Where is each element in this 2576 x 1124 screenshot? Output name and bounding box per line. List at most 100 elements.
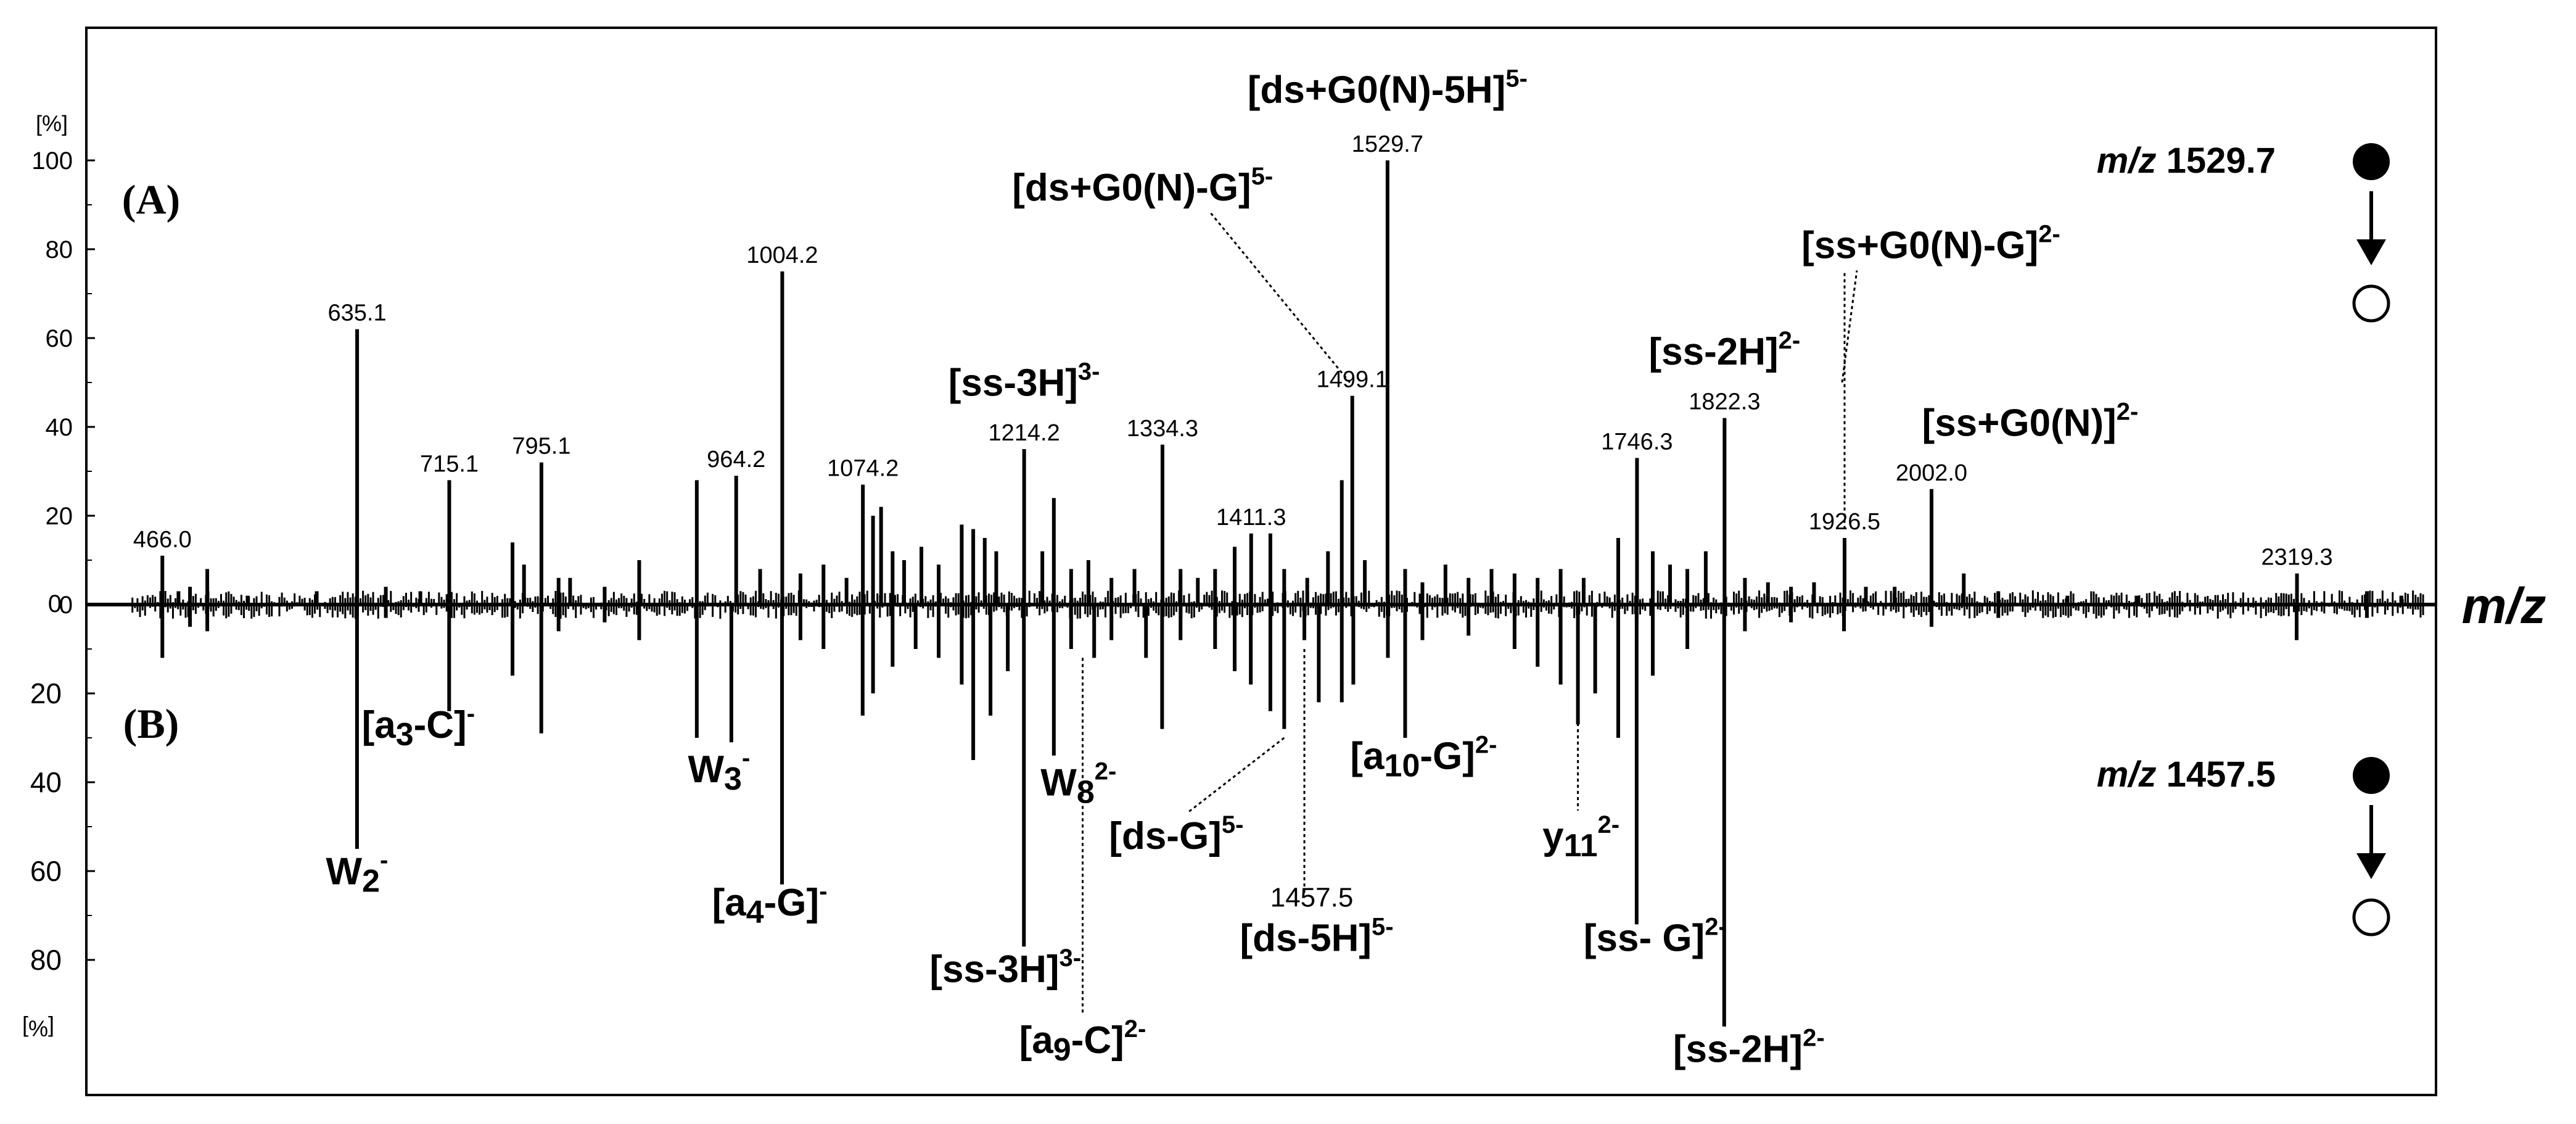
plot-frame	[85, 27, 2437, 1096]
ion-label-b: [a9-C]2-	[1019, 1015, 1146, 1068]
ion-label-tail: -G]	[1420, 735, 1475, 777]
ion-label-b: [ss-3H]3-	[929, 944, 1081, 991]
ion-label-a: [ss-3H]3-	[949, 358, 1100, 405]
y-tick-label-top: 80	[46, 236, 73, 263]
ion-label-tail: -C]	[414, 704, 467, 746]
ion-label-a: [ss-2H]2-	[1648, 327, 1800, 373]
peak-label-a: 715.1	[420, 451, 479, 477]
precursor-b: m/z 1457.5	[2097, 754, 2276, 795]
ion-label-subscript: 9	[1053, 1032, 1071, 1068]
y-tick-label-bottom: 20	[30, 677, 62, 709]
ion-label-base: [ss- G]	[1584, 917, 1705, 960]
ion-label-base: [ss+G0(N)-G]	[1801, 224, 2038, 267]
ion-label-base: [a	[1350, 735, 1385, 777]
ion-label-superscript: 2-	[2117, 398, 2139, 425]
open-circle-icon	[2352, 898, 2390, 936]
precursor-mz-label: m/z	[2097, 754, 2167, 795]
x-axis-label: m/z	[2462, 578, 2546, 634]
ion-label-superscript: 2-	[1803, 1025, 1825, 1052]
peak-label-a: 2319.3	[2261, 545, 2332, 571]
ion-label-base: [ss-2H]	[1648, 331, 1778, 373]
ion-label-superscript: 2-	[1598, 811, 1620, 838]
y-tick-label-bottom: 80	[30, 944, 62, 976]
ion-label-superscript: -	[819, 878, 827, 905]
arrow-down-icon	[2356, 853, 2386, 879]
y-tick-label-bottom: 40	[30, 766, 62, 798]
peak-label-a: 1499.1	[1317, 367, 1388, 393]
ion-label-subscript: 4	[746, 895, 764, 930]
peak-label-a: 1529.7	[1352, 131, 1423, 157]
precursor-a: m/z 1529.7	[2097, 141, 2276, 181]
peak-label-a: 466.0	[133, 527, 192, 553]
ion-label-superscript: 2-	[2038, 220, 2060, 247]
peak-label-b: 1457.5	[1270, 883, 1354, 913]
peak-label-a: 1334.3	[1127, 416, 1198, 442]
ion-label-base: W	[1040, 762, 1077, 804]
filled-circle-icon	[2353, 757, 2390, 794]
precursor-value: 1529.7	[2167, 141, 2276, 181]
ion-label-base: [ds-5H]	[1240, 917, 1372, 960]
peak-label-a: 2002.0	[1896, 460, 1967, 486]
ion-label-base: [ss-3H]	[949, 362, 1078, 405]
ion-label-base: y	[1542, 815, 1564, 857]
ion-label-subscript: 8	[1077, 775, 1095, 811]
peak-label-a: 964.2	[707, 447, 765, 473]
ion-label-b: W82-	[1040, 758, 1116, 811]
ion-label-superscript: -	[467, 700, 475, 727]
ion-label-superscript: 2-	[1779, 327, 1801, 354]
ion-label-subscript: 2	[362, 864, 380, 899]
ion-leader-a	[1209, 212, 1351, 383]
ion-label-superscript: 5-	[1222, 811, 1244, 838]
arrow-down-icon	[2356, 239, 2386, 265]
ion-label-superscript: 5-	[1251, 163, 1274, 190]
ion-label-b: [ds-G]5-	[1109, 811, 1243, 857]
ion-label-a: [ss+G0(N)-G]2-	[1801, 220, 2060, 267]
ion-label-superscript: 2-	[1124, 1015, 1146, 1043]
ion-label-base: W	[326, 851, 363, 893]
y-tick-label-top: 40	[46, 414, 73, 441]
ion-label-base: [ds-G]	[1109, 815, 1222, 857]
y-tick-label-bottom: 60	[30, 855, 62, 887]
precursor-value: 1457.5	[2167, 754, 2276, 795]
ion-label-b: [a10-G]2-	[1350, 731, 1497, 783]
ion-label-b: [ds-5H]5-	[1240, 914, 1393, 960]
panel-b-peaks	[131, 605, 2424, 1027]
y-unit-label-top: [%]	[36, 110, 68, 136]
ion-label-base: [ss-3H]	[929, 948, 1059, 991]
ion-label-superscript: -	[380, 847, 388, 874]
panel-label-a: (A)	[122, 176, 180, 223]
ion-label-b: y112-	[1542, 811, 1619, 864]
peak-label-a: 1411.3	[1216, 505, 1286, 531]
ion-label-superscript: 2-	[1475, 731, 1497, 758]
ion-label-base: [a	[1019, 1019, 1054, 1062]
y-unit-label-bottom: [%]	[22, 1015, 54, 1041]
ion-label-superscript: 5-	[1372, 914, 1394, 941]
panel-label-b: (B)	[123, 700, 179, 747]
ion-label-base: [ds+G0(N)-G]	[1012, 167, 1251, 209]
ion-label-base: [a	[362, 704, 397, 746]
y-tick-label-top: 100	[31, 147, 73, 175]
ion-label-b: [a4-G]-	[712, 878, 828, 930]
precursor-mz-label: m/z	[2097, 141, 2167, 181]
y-tick-label-top: 0	[59, 592, 73, 619]
peak-label-a: 1214.2	[989, 420, 1060, 446]
ion-label-base: [a	[712, 882, 747, 924]
filled-circle-icon	[2353, 143, 2390, 180]
annotations-layer: 466.0 635.1 715.1 795.1 964.2 1004.2 1074.2 121…	[122, 65, 2390, 1071]
ion-label-base: [ds+G0(N)-5H]	[1248, 68, 1506, 111]
ion-label-b: [ss- G]2-	[1584, 914, 1727, 960]
ion-label-subscript: 11	[1564, 828, 1598, 864]
ion-label-superscript: 3-	[1060, 944, 1082, 972]
ion-label-base: [ss-2H]	[1673, 1028, 1803, 1071]
ion-label-superscript: -	[742, 745, 750, 772]
ion-label-tail: -C]	[1071, 1019, 1124, 1062]
ion-leader-b	[1188, 737, 1285, 813]
ion-label-subscript: 3	[396, 717, 414, 753]
ion-label-subscript: 3	[724, 761, 742, 797]
peak-label-a: 1004.2	[746, 242, 818, 268]
ion-label-superscript: 2-	[1095, 758, 1117, 785]
y-tick-label-top: 60	[46, 325, 73, 352]
ion-label-base: [ss+G0(N)]	[1922, 402, 2117, 444]
y-tick-label-top: 20	[46, 503, 73, 530]
peak-label-a: 1822.3	[1689, 389, 1760, 415]
